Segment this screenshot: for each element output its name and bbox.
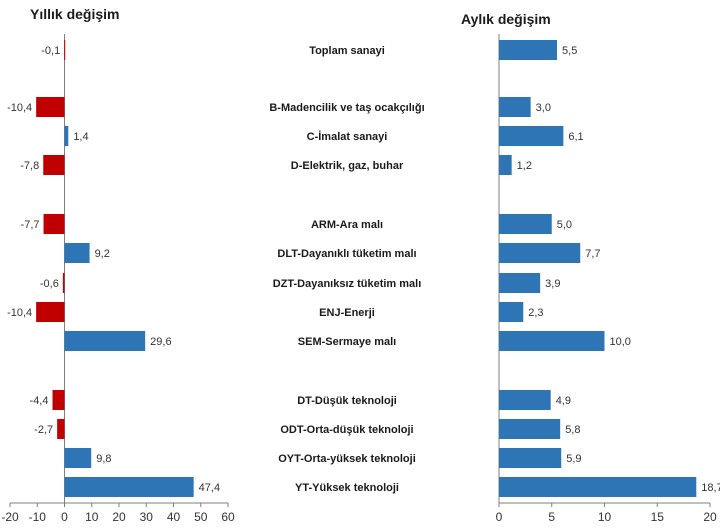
category-label: DLT-Dayanıklı tüketim malı [277, 248, 416, 260]
right-tick-label: 15 [651, 510, 665, 524]
left-bar [64, 331, 146, 351]
right-chart: 5,5 3,0 6,1 1,2 5,0 7,7 3,9 2,3 10,0 4,9 5,8 5,9 18,… [496, 34, 720, 524]
right-data-label: 1,2 [517, 160, 532, 172]
category-labels: Toplam sanayi B-Madencilik ve taş ocakçıl… [269, 45, 424, 494]
left-data-label: -2,7 [34, 424, 53, 436]
right-data-label: 10,0 [610, 336, 631, 348]
category-label: ENJ-Enerji [319, 307, 375, 319]
right-data-label: 5,9 [566, 453, 581, 465]
left-bar [64, 243, 90, 263]
right-data-label: 18,7 [701, 482, 720, 494]
right-bar [499, 331, 605, 351]
left-chart-title: Yıllık değişim [30, 6, 119, 22]
right-data-label: 3,9 [545, 278, 560, 290]
right-bar [499, 273, 541, 293]
left-data-label: -4,4 [30, 395, 49, 407]
left-tick-label: 60 [221, 510, 235, 524]
right-tick-label: 20 [703, 510, 717, 524]
category-label: DZT-Dayanıksız tüketim malı [273, 278, 422, 290]
left-data-label: -0,1 [41, 45, 60, 57]
left-tick-label: 0 [61, 510, 68, 524]
left-data-label: -7,7 [21, 219, 40, 231]
right-data-label: 6,1 [568, 131, 583, 143]
right-bar [499, 97, 531, 117]
right-data-label: 3,0 [536, 102, 551, 114]
right-bar [499, 419, 561, 439]
left-tick-label: -20 [1, 510, 19, 524]
left-data-label: 9,8 [96, 453, 111, 465]
left-tick-label: 30 [140, 510, 154, 524]
right-data-label: 2,3 [528, 307, 543, 319]
left-bar [43, 155, 65, 175]
left-bar [62, 273, 65, 293]
right-data-label: 5,5 [562, 45, 577, 57]
right-data-label: 5,0 [557, 219, 572, 231]
left-data-label: -7,8 [20, 160, 39, 172]
left-bar [43, 214, 65, 234]
category-label: OYT-Orta-yüksek teknoloji [278, 453, 416, 465]
category-label: YT-Yüksek teknoloji [295, 482, 399, 494]
right-bar [499, 214, 552, 234]
left-bar [64, 40, 66, 60]
category-label: D-Elektrik, gaz, buhar [291, 160, 404, 172]
left-bar [52, 390, 65, 410]
left-data-label: -10,4 [7, 307, 32, 319]
right-data-label: 7,7 [585, 248, 600, 260]
left-tick-label: 40 [167, 510, 181, 524]
right-tick-label: 5 [548, 510, 555, 524]
right-bar [499, 126, 564, 146]
left-chart: -0,1 -10,4 1,4 -7,8 -7,7 9,2 -0,6 -10,4 29,6 -4,4… [1, 34, 235, 524]
left-bar [36, 302, 65, 322]
right-bar [499, 243, 581, 263]
right-bar [499, 155, 512, 175]
left-data-label: 1,4 [73, 131, 88, 143]
left-tick-label: 20 [112, 510, 126, 524]
right-data-label: 5,8 [565, 424, 580, 436]
left-bar [36, 97, 65, 117]
left-data-label: 9,2 [95, 248, 110, 260]
right-bar [499, 390, 551, 410]
left-bar [64, 477, 194, 497]
left-bar [64, 126, 69, 146]
right-tick-label: 0 [496, 510, 503, 524]
left-data-label: -0,6 [40, 278, 59, 290]
right-tick-label: 10 [598, 510, 612, 524]
left-data-label: -10,4 [7, 102, 32, 114]
left-bar [64, 448, 92, 468]
left-data-label: 47,4 [199, 482, 220, 494]
category-label: Toplam sanayi [309, 45, 385, 57]
left-bar [57, 419, 65, 439]
right-data-label: 4,9 [556, 395, 571, 407]
right-bar [499, 302, 524, 322]
category-label: C-İmalat sanayi [307, 130, 388, 143]
category-label: ARM-Ara malı [311, 219, 383, 231]
left-tick-label: 10 [85, 510, 99, 524]
right-chart-title: Aylık değişim [461, 11, 551, 27]
category-label: DT-Düşük teknoloji [297, 395, 397, 407]
left-data-label: 29,6 [150, 336, 171, 348]
right-bar [499, 477, 697, 497]
right-bar [499, 40, 558, 60]
left-tick-label: -10 [29, 510, 47, 524]
right-bar [499, 448, 562, 468]
category-label: B-Madencilik ve taş ocakçılığı [269, 102, 424, 114]
category-label: SEM-Sermaye malı [298, 336, 396, 348]
category-label: ODT-Orta-düşük teknoloji [280, 424, 413, 436]
left-tick-label: 50 [194, 510, 208, 524]
